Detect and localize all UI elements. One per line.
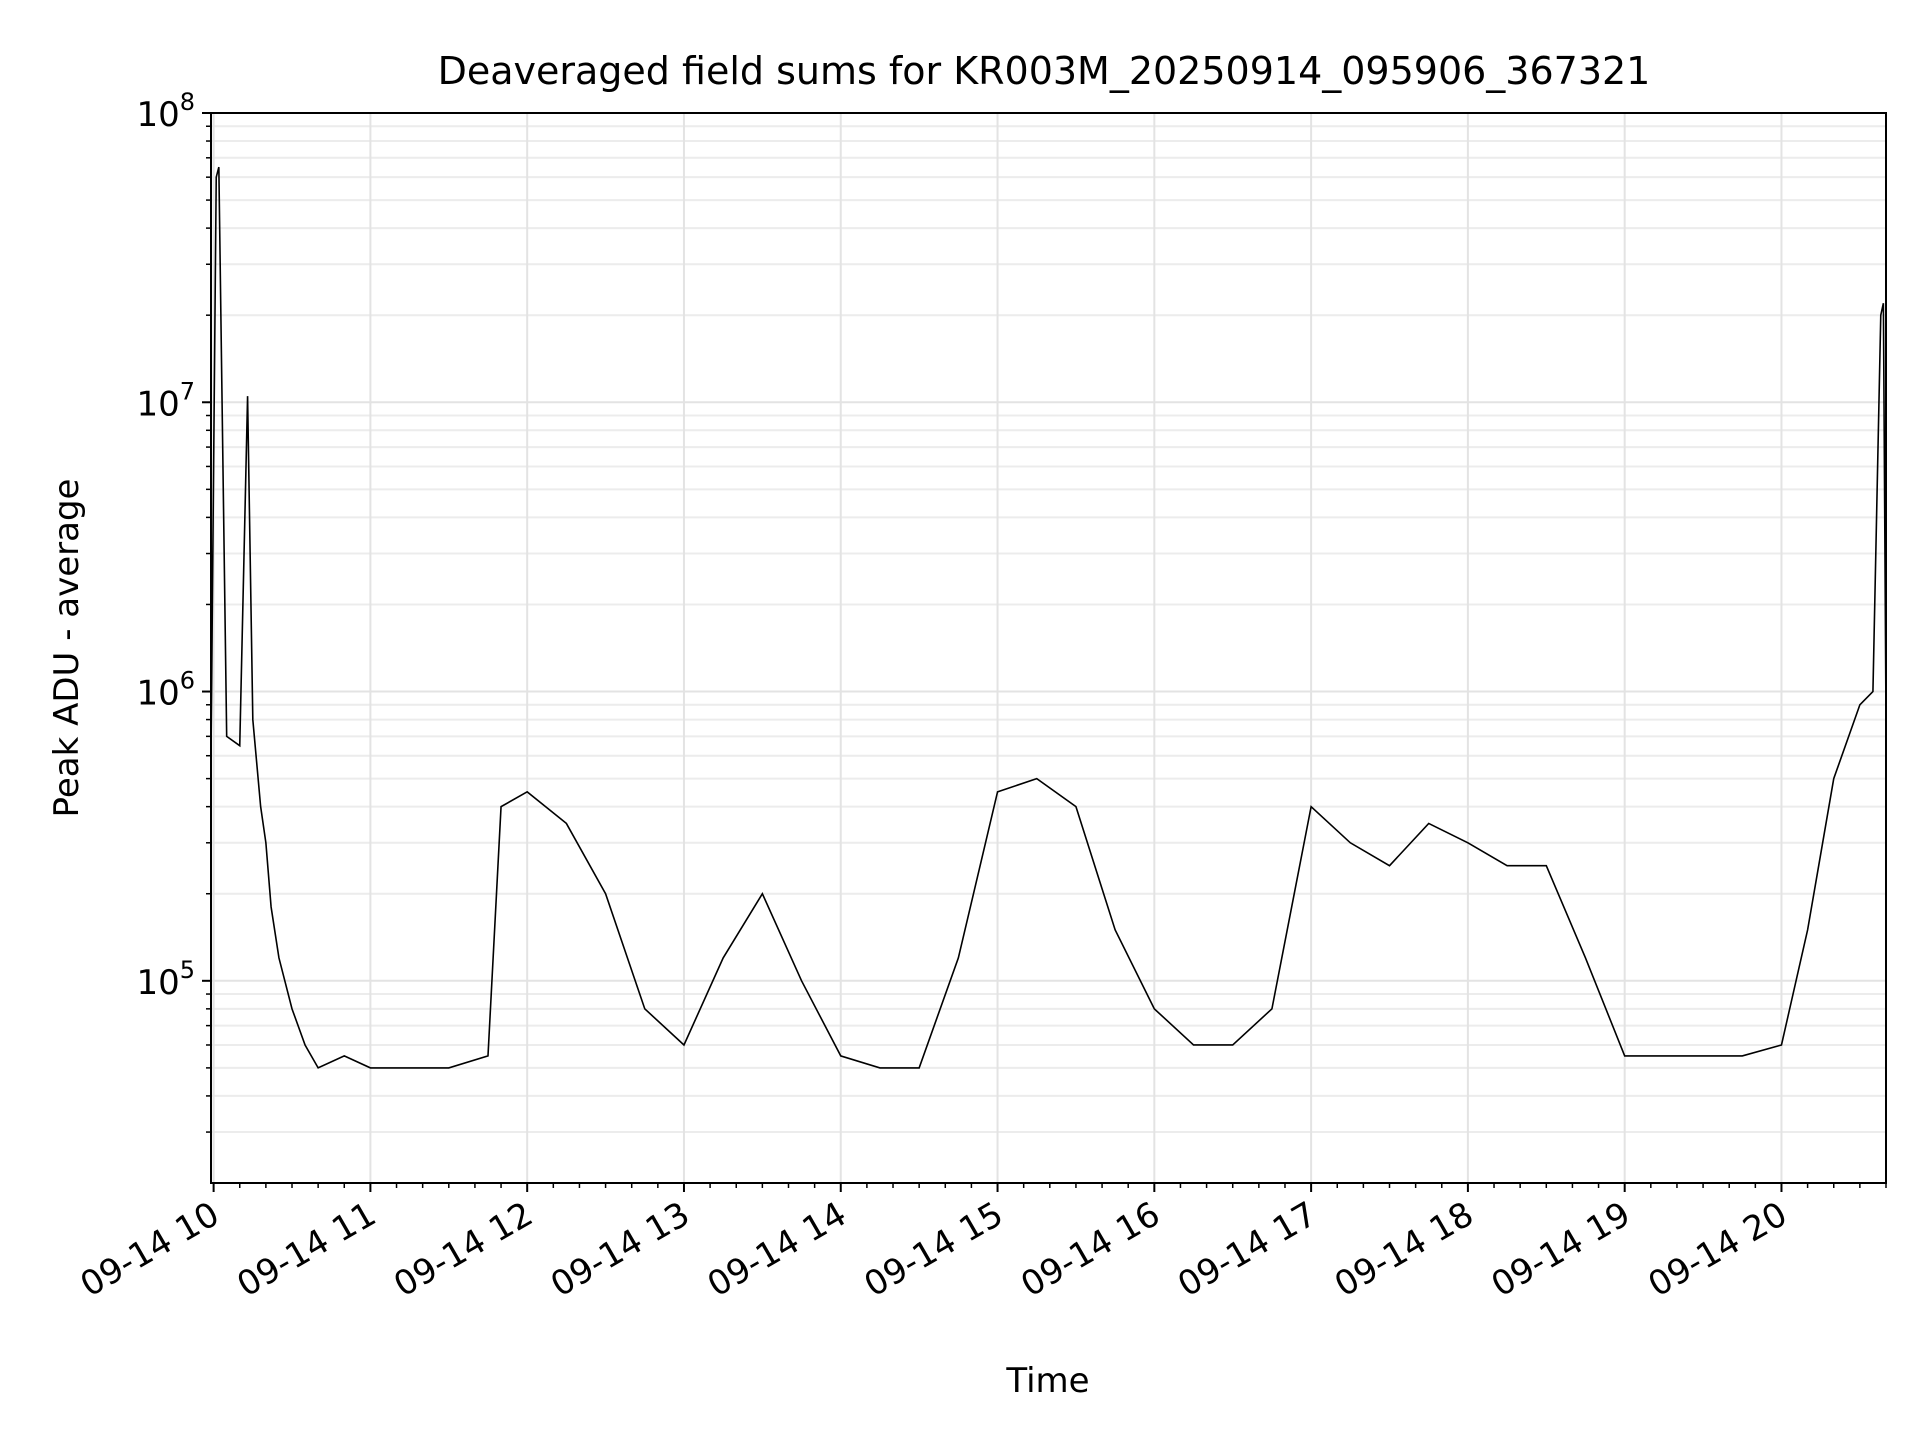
y-axis-label: Peak ADU - average <box>47 479 87 818</box>
x-axis-label: Time <box>1005 1361 1089 1401</box>
y-tick-label: 108 <box>136 88 195 135</box>
minor-gridlines <box>211 125 1886 1134</box>
y-axis: 105 106 107 108 <box>136 88 211 1133</box>
chart-title: Deaveraged field sums for KR003M_2025091… <box>438 49 1651 93</box>
y-tick-label: 106 <box>136 667 195 714</box>
y-tick-label: 107 <box>136 377 195 424</box>
plot-frame <box>210 112 1887 1184</box>
series-line <box>210 166 1887 1069</box>
y-tick-label: 105 <box>136 956 195 1003</box>
series-1 <box>210 166 1887 1069</box>
